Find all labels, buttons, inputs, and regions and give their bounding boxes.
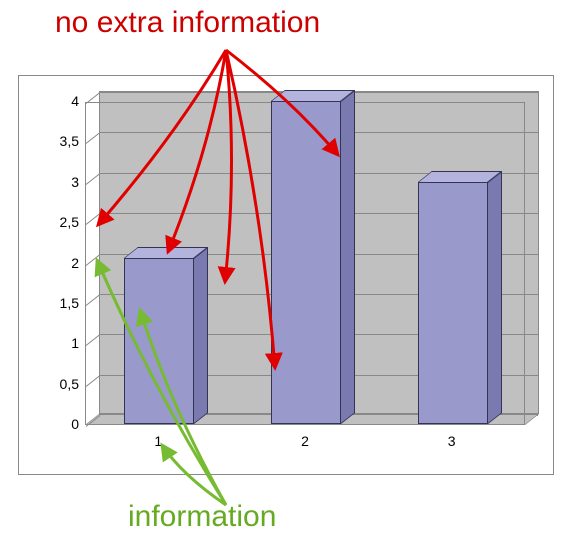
y-tick-label: 3,5 bbox=[41, 133, 79, 149]
plot-area bbox=[85, 102, 525, 425]
y-tick-label: 0 bbox=[41, 416, 79, 432]
canvas: no extra information 0 0,5 1 1,5 2 2,5 3 3,5 4 1… bbox=[0, 0, 569, 541]
bar bbox=[124, 258, 194, 424]
x-tick-label: 1 bbox=[138, 433, 178, 449]
gridline-connector bbox=[86, 213, 101, 225]
y-tick-label: 2 bbox=[41, 255, 79, 271]
y-tick-label: 2,5 bbox=[41, 214, 79, 230]
gridline-connector bbox=[86, 375, 101, 387]
bar bbox=[418, 182, 488, 424]
gridline-connector bbox=[86, 294, 101, 306]
annotation-top-label: no extra information bbox=[55, 6, 320, 40]
y-tick-label: 0,5 bbox=[41, 376, 79, 392]
gridline-connector bbox=[86, 132, 101, 144]
y-tick-label: 3 bbox=[41, 174, 79, 190]
gridline-connector bbox=[86, 415, 101, 427]
y-tick-label: 1,5 bbox=[41, 295, 79, 311]
bar bbox=[271, 101, 341, 424]
y-tick-label: 1 bbox=[41, 335, 79, 351]
x-tick-label: 3 bbox=[432, 433, 472, 449]
gridline-connector bbox=[86, 173, 101, 185]
annotation-bottom-label: information bbox=[128, 500, 276, 534]
gridline-connector bbox=[86, 334, 101, 346]
gridline-connector bbox=[86, 254, 101, 266]
x-tick-label: 2 bbox=[285, 433, 325, 449]
chart-frame: 0 0,5 1 1,5 2 2,5 3 3,5 4 1 2 3 bbox=[18, 75, 554, 475]
y-tick-label: 4 bbox=[41, 93, 79, 109]
